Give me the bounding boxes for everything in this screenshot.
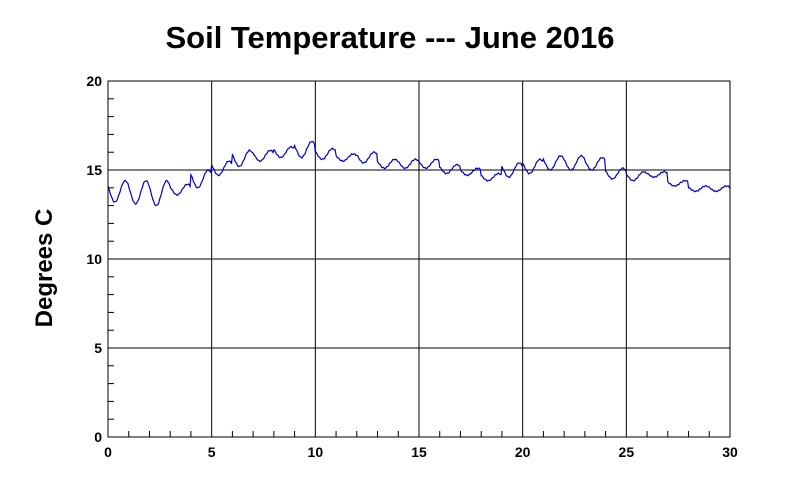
plot-frame (107, 80, 731, 438)
x-tick-label-5: 5 (208, 444, 216, 460)
y-tick-label-10: 10 (86, 251, 102, 267)
x-tick-label-15: 15 (411, 444, 427, 460)
x-tick-label-20: 20 (515, 444, 531, 460)
y-tick-label-15: 15 (86, 162, 102, 178)
y-axis-label: Degrees C (31, 209, 58, 328)
x-tick-labels: 0 5 10 15 20 25 30 (104, 444, 738, 460)
x-tick-label-30: 30 (722, 444, 738, 460)
y-tick-label-0: 0 (94, 429, 102, 445)
chart-title: Soil Temperature --- June 2016 (165, 20, 614, 55)
x-tick-label-0: 0 (104, 444, 112, 460)
series-layer (107, 140, 731, 207)
x-tick-label-25: 25 (619, 444, 635, 460)
y-tick-label-20: 20 (86, 73, 102, 89)
grid-lines (108, 81, 730, 437)
y-tick-label-5: 5 (94, 340, 102, 356)
series-line-0 (107, 140, 731, 207)
y-tick-labels: 0 5 10 15 20 (86, 73, 102, 445)
x-tick-label-10: 10 (308, 444, 324, 460)
minor-ticks (108, 98, 710, 437)
